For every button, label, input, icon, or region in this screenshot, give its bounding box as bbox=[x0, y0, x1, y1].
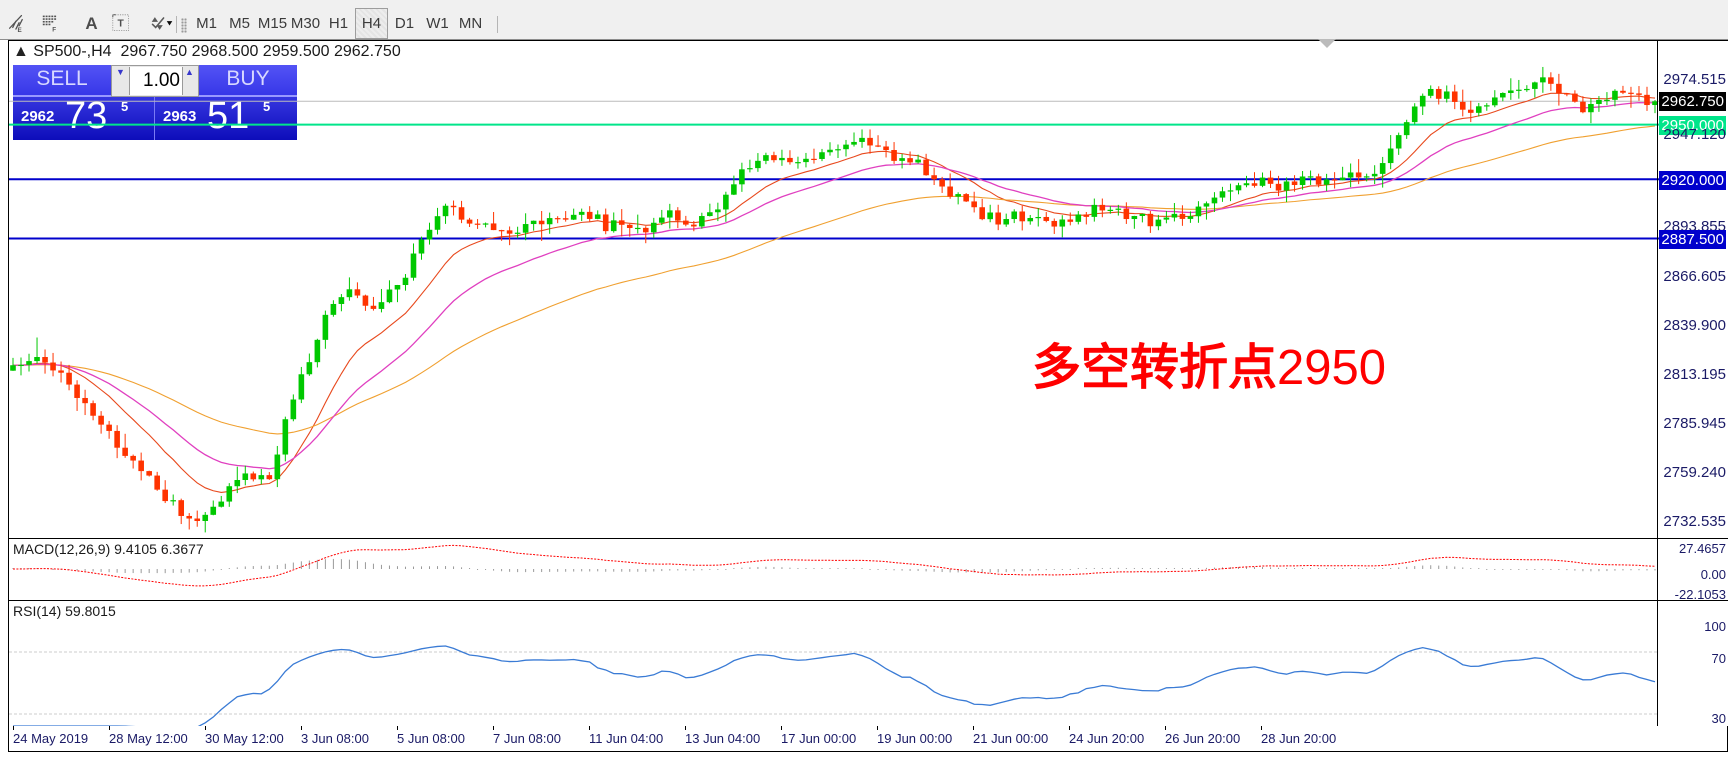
svg-text:多空转折点2950: 多空转折点2950 bbox=[1032, 341, 1386, 395]
svg-text:F: F bbox=[52, 26, 56, 33]
svg-text:T: T bbox=[118, 19, 125, 30]
svg-text:E: E bbox=[18, 27, 22, 33]
